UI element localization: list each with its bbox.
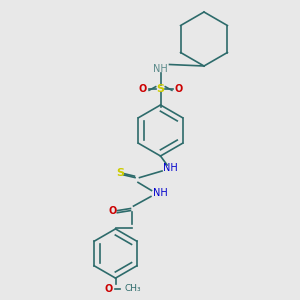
Text: O: O (138, 83, 147, 94)
Text: S: S (116, 167, 124, 178)
Text: NH: NH (164, 163, 178, 173)
Text: NH: NH (153, 188, 168, 199)
Text: S: S (157, 83, 164, 94)
Text: CH₃: CH₃ (124, 284, 141, 293)
Text: O: O (108, 206, 117, 217)
Text: O: O (104, 284, 112, 294)
Text: O: O (174, 83, 183, 94)
Text: NH: NH (153, 64, 168, 74)
